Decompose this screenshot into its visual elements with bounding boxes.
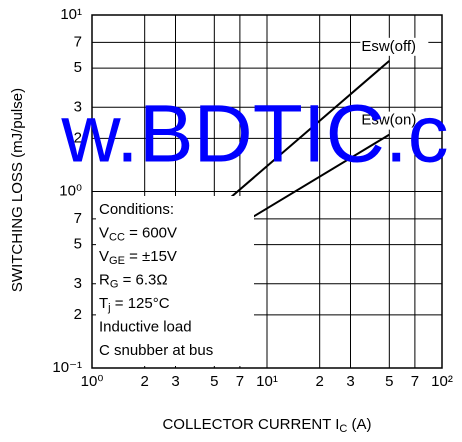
x-tick-label: 2 (141, 373, 149, 390)
subscript: G (110, 278, 119, 290)
text-part: = 6.3Ω (118, 271, 167, 288)
text-part: Inductive load (99, 318, 192, 335)
text-part: V (99, 224, 109, 241)
x-tick-label: 7 (236, 373, 244, 390)
series-label: Esw(on) (361, 112, 416, 129)
text-part: = ±15V (125, 248, 177, 265)
text-part: (A) (347, 416, 371, 433)
condition-line: VGE = ±15V (99, 248, 177, 267)
text-part: R (99, 271, 110, 288)
condition-line: Tj = 125°C (99, 295, 170, 314)
y-tick-label: 2 (74, 129, 82, 146)
subscript: CC (109, 231, 125, 243)
y-tick-label: 10⁰ (59, 182, 82, 199)
x-tick-label: 3 (346, 373, 354, 390)
legend-bg (360, 111, 429, 130)
condition-line: Conditions: (99, 201, 174, 218)
subscript: GE (109, 255, 125, 267)
text-part: = 125°C (111, 295, 170, 312)
y-tick-label: 7 (74, 33, 82, 50)
y-tick-label: 10⁻¹ (52, 359, 82, 376)
y-tick-label: 3 (74, 98, 82, 115)
y-tick-label: 5 (74, 59, 82, 76)
legend-bg (360, 37, 429, 56)
x-tick-label: 2 (316, 373, 324, 390)
y-tick-label: 5 (74, 236, 82, 253)
x-tick-label: 10⁰ (81, 373, 104, 390)
text-part: Conditions: (99, 201, 174, 218)
series-label: Esw(off) (361, 38, 416, 55)
condition-line: VCC = 600V (99, 224, 177, 243)
text-part: = 600V (125, 224, 177, 241)
watermark: w.BDTIC.c (60, 89, 448, 180)
conditions-box (96, 196, 254, 366)
condition-line: Inductive load (99, 318, 192, 335)
text-part: T (99, 295, 108, 312)
text-part: COLLECTOR CURRENT I (162, 416, 339, 433)
x-tick-label: 10¹ (256, 373, 278, 390)
condition-line: C snubber at bus (99, 342, 213, 359)
plot-frame (91, 14, 443, 369)
x-axis-label: COLLECTOR CURRENT IC (A) (162, 416, 371, 435)
series-line (213, 60, 390, 213)
subscript: j (107, 302, 110, 314)
y-tick-label: 2 (74, 306, 82, 323)
x-tick-label: 7 (411, 373, 419, 390)
condition-line: RG = 6.3Ω (99, 271, 168, 290)
y-axis-label: SWITCHING LOSS (mJ/pulse) (9, 88, 26, 292)
x-tick-label: 10² (431, 373, 453, 390)
text-part: V (99, 248, 109, 265)
x-tick-label: 3 (171, 373, 179, 390)
y-tick-label: 10¹ (60, 6, 82, 23)
x-tick-label: 5 (385, 373, 393, 390)
subscript: C (339, 423, 347, 435)
text-part: C snubber at bus (99, 342, 213, 359)
x-tick-label: 5 (210, 373, 218, 390)
y-tick-label: 7 (74, 210, 82, 227)
y-tick-label: 3 (74, 275, 82, 292)
